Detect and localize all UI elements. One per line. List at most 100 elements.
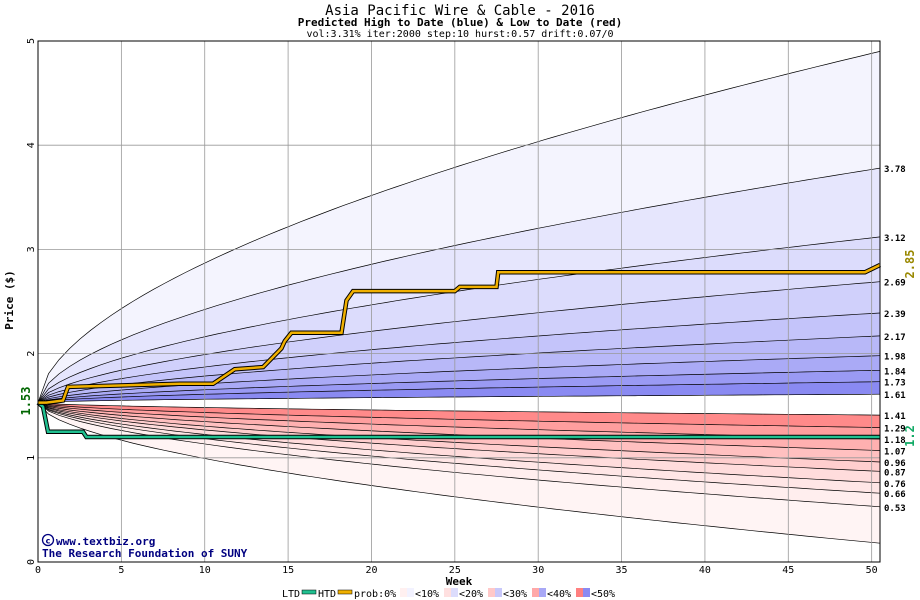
percentile-line [37, 381, 881, 403]
probability-band-upper [38, 355, 880, 403]
right-value-label: 1.84 [884, 367, 906, 377]
probability-band-lower [38, 402, 880, 462]
right-value-label: 0.96 [884, 459, 906, 469]
legend-swatch-red [576, 588, 583, 597]
legend-swatch-blue [495, 588, 502, 597]
x-tick-label: 5 [118, 565, 124, 576]
legend-item-label: <30% [503, 589, 527, 600]
right-value-label: 0.76 [884, 480, 906, 490]
percentile-line [37, 402, 881, 472]
probability-band-lower [38, 402, 880, 428]
probability-band-lower [38, 402, 880, 507]
legend-swatch-blue [583, 588, 590, 597]
percentile-line [37, 312, 881, 403]
percentile-line [37, 402, 881, 544]
percentile-line [37, 402, 881, 463]
percentile-line [37, 51, 881, 403]
x-axis-label: Week [446, 575, 473, 588]
right-value-label: 0.53 [884, 504, 906, 514]
percentile-line [37, 402, 881, 416]
percentile-line [37, 167, 881, 403]
probability-band-upper [38, 313, 880, 403]
chart-subtitle: Predicted High to Date (blue) & Low to D… [298, 16, 623, 29]
right-value-labels: 3.78 3.12 2.69 2.39 2.17 1.98 1.84 1.73 1.61 1.41… [884, 165, 906, 514]
copyright-icon: c [41, 533, 55, 547]
probability-band-upper [38, 236, 880, 403]
right-value-label: 1.07 [884, 448, 906, 458]
right-value-label: 1.98 [884, 353, 906, 363]
ltd-final-label: 1.2 [903, 425, 917, 447]
plot-frame [37, 40, 881, 563]
right-value-label: 2.69 [884, 279, 906, 289]
start-price-label: 1.53 [19, 387, 33, 416]
right-value-label: 1.29 [884, 425, 906, 435]
x-tick-label: 25 [449, 565, 461, 576]
watermark-site: www.textbiz.org [56, 535, 155, 548]
legend: LTD HTD prob:0% <10% <20% <30% <40% <50% [282, 588, 615, 600]
x-tick-label: 50 [866, 565, 878, 576]
legend-prob-label: prob:0% [354, 589, 396, 600]
right-value-label: 3.12 [884, 234, 906, 244]
x-tick-label: 45 [782, 565, 794, 576]
legend-item-label: <10% [415, 589, 439, 600]
htd-line [38, 263, 881, 404]
right-value-label: 3.78 [884, 165, 906, 175]
y-tick-label: 3 [26, 246, 37, 252]
legend-item-label: <40% [547, 589, 571, 600]
right-value-label: 2.39 [884, 310, 906, 320]
probability-band-lower [38, 402, 880, 472]
legend-swatch-blue [407, 588, 414, 597]
y-tick-label: 4 [26, 142, 37, 148]
right-value-label: 0.66 [884, 490, 906, 500]
watermark-org: The Research Foundation of SUNY [42, 547, 248, 560]
right-value-label: 2.17 [884, 333, 906, 343]
probability-band-center [38, 394, 880, 416]
legend-swatch-red [532, 588, 539, 597]
legend-item-label: <20% [459, 589, 483, 600]
probability-band-upper [38, 381, 880, 403]
legend-swatch-red [400, 588, 407, 597]
y-tick-label: 5 [26, 38, 37, 44]
legend-htd-label: HTD [318, 589, 336, 600]
x-tick-label: 10 [199, 565, 211, 576]
y-tick-label: 2 [26, 351, 37, 357]
x-tick-label: 35 [616, 565, 628, 576]
percentile-line [37, 402, 881, 508]
percentile-line [37, 335, 881, 403]
legend-swatch-blue [451, 588, 458, 597]
chart-params: vol:3.31% iter:2000 step:10 hurst:0.57 d… [306, 29, 613, 40]
x-tick-label: 40 [699, 565, 711, 576]
chart-title: Asia Pacific Wire & Cable - 2016 [325, 3, 595, 19]
legend-ltd-label: LTD [282, 589, 300, 600]
legend-item-label: <50% [591, 589, 615, 600]
legend-htd-swatch [337, 589, 353, 595]
percentile-line [37, 393, 881, 403]
percentile-line [37, 402, 881, 428]
legend-ltd-swatch [301, 589, 317, 595]
y-axis-label: Price ($) [3, 270, 16, 330]
htd-final-label: 2.85 [903, 250, 917, 279]
svg-text:c: c [46, 537, 51, 546]
probability-band-lower [38, 402, 880, 494]
right-value-label: 1.73 [884, 379, 906, 389]
right-value-label: 1.18 [884, 436, 906, 446]
percentile-line [37, 236, 881, 403]
percentile-line [37, 402, 881, 484]
right-value-label: 1.61 [884, 391, 906, 401]
x-tick-label: 20 [365, 565, 377, 576]
legend-swatch-red [444, 588, 451, 597]
legend-swatch-red [488, 588, 495, 597]
right-value-label: 0.87 [884, 468, 906, 478]
series-lines [36, 262, 881, 440]
y-tick-label: 1 [26, 455, 37, 461]
y-tick-label: 0 [26, 559, 37, 565]
legend-swatch-blue [539, 588, 546, 597]
right-value-label: 1.41 [884, 412, 906, 422]
probability-band-lower [38, 402, 880, 439]
x-tick-label: 0 [35, 565, 41, 576]
percentile-line [37, 369, 881, 403]
percentile-line [37, 281, 881, 403]
x-tick-label: 30 [532, 565, 544, 576]
probability-band-lower [38, 402, 880, 483]
